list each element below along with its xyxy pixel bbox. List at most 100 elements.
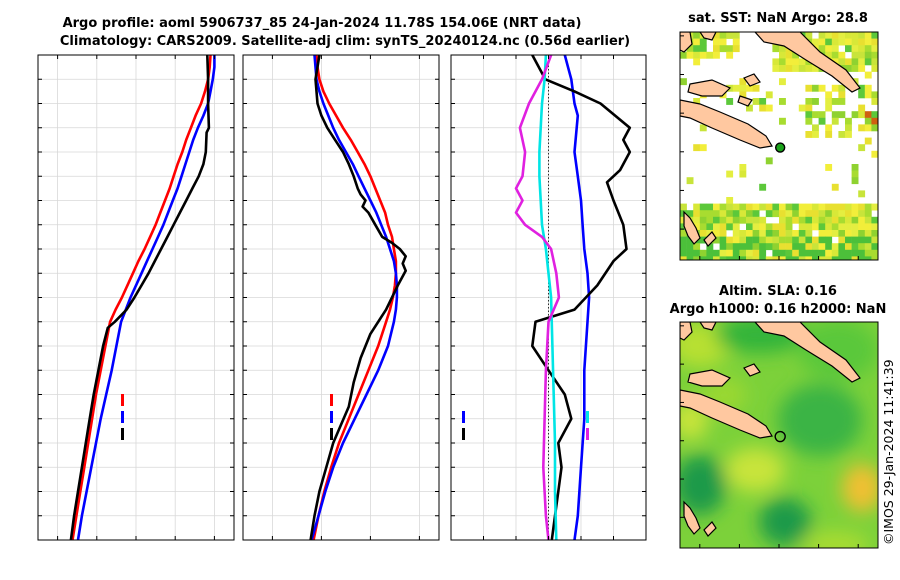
sst-cell xyxy=(851,111,859,119)
sst-cell xyxy=(765,236,773,244)
sst-cell xyxy=(699,38,707,46)
sst-cell xyxy=(785,216,793,224)
sst-cell xyxy=(812,249,819,257)
sst-cell xyxy=(871,124,878,132)
sst-cell xyxy=(851,164,859,171)
sst-cell xyxy=(858,243,866,251)
sst-cell xyxy=(858,124,866,132)
sst-cell xyxy=(838,243,846,251)
sst-cell xyxy=(858,216,866,224)
sst-cell xyxy=(752,223,760,231)
sst-cell xyxy=(871,117,878,125)
sst-cell xyxy=(871,111,878,119)
sst-cell xyxy=(812,243,819,251)
sst-cell xyxy=(858,256,866,260)
sst-cell xyxy=(818,45,826,53)
sst-cell xyxy=(752,230,760,237)
sst-cell xyxy=(845,58,852,66)
sst-cell xyxy=(680,256,687,260)
sst-cell xyxy=(772,223,780,231)
sst-cell xyxy=(726,223,734,231)
sst-cell xyxy=(831,256,839,260)
sst-cell xyxy=(779,51,786,59)
sst-cell xyxy=(831,38,839,46)
sst-cell xyxy=(779,117,786,125)
sst-cell xyxy=(825,45,833,53)
sst-cell xyxy=(726,249,734,257)
sst-cell xyxy=(779,210,786,218)
sst-cell xyxy=(792,236,800,244)
sla-map-title-line1: Altim. SLA: 0.16 xyxy=(719,284,837,299)
sst-cell xyxy=(759,236,767,244)
sst-cell xyxy=(864,236,872,244)
sst-cell xyxy=(831,243,839,251)
sst-cell xyxy=(831,230,839,237)
sst-cell xyxy=(739,236,747,244)
sst-cell xyxy=(845,210,852,218)
sst-cell xyxy=(838,58,846,66)
sst-cell xyxy=(746,216,753,224)
sst-cell xyxy=(838,210,846,218)
sst-cell xyxy=(838,84,846,92)
sst-cell xyxy=(818,216,826,224)
sst-cell xyxy=(739,84,747,92)
sla-map-title-line2: Argo h1000: 0.16 h2000: NaN xyxy=(670,302,887,317)
sst-cell xyxy=(752,256,760,260)
sst-cell xyxy=(812,98,819,105)
sst-cell xyxy=(792,249,800,257)
sst-cell xyxy=(680,223,687,231)
sst-cell xyxy=(726,170,734,178)
sst-cell xyxy=(812,38,819,46)
sst-cell xyxy=(812,216,819,224)
sst-cell xyxy=(706,51,714,59)
sst-cell xyxy=(739,216,747,224)
sst-cell xyxy=(746,230,753,237)
sst-cell xyxy=(871,243,878,251)
sst-cell xyxy=(831,216,839,224)
sst-cell xyxy=(864,216,872,224)
sst-cell xyxy=(838,236,846,244)
sst-cell xyxy=(858,249,866,257)
sst-cell xyxy=(680,51,687,59)
sst-cell xyxy=(851,256,859,260)
sst-cell xyxy=(845,230,852,237)
sst-cell xyxy=(785,230,793,237)
sst-cell xyxy=(713,51,720,59)
sst-cell xyxy=(713,32,720,39)
sst-cell xyxy=(726,32,734,39)
sst-cell xyxy=(864,230,872,237)
sst-cell xyxy=(792,216,800,224)
sst-cell xyxy=(779,203,786,211)
sst-cell xyxy=(871,65,878,72)
sst-cell xyxy=(713,210,720,218)
sst-cell xyxy=(812,124,819,132)
sst-cell xyxy=(845,38,852,46)
sst-cell xyxy=(851,223,859,231)
sst-cell xyxy=(706,256,714,260)
sst-cell xyxy=(772,58,780,66)
sst-cell xyxy=(871,38,878,46)
sst-cell xyxy=(805,216,813,224)
sst-cell xyxy=(699,249,707,257)
sst-cell xyxy=(765,230,773,237)
sst-cell xyxy=(838,256,846,260)
sst-cell xyxy=(805,230,813,237)
sst-cell xyxy=(805,203,813,211)
sst-cell xyxy=(732,210,740,218)
sst-cell xyxy=(831,249,839,257)
sst-cell xyxy=(871,51,878,59)
legend-swatch xyxy=(462,411,465,423)
sst-cell xyxy=(812,84,819,92)
sst-cell xyxy=(831,98,839,105)
sst-cell xyxy=(858,223,866,231)
sst-cell xyxy=(686,210,694,218)
sst-cell xyxy=(798,223,806,231)
sst-cell xyxy=(858,203,866,211)
sst-cell xyxy=(845,32,852,39)
sst-cell xyxy=(739,256,747,260)
sst-cell xyxy=(871,236,878,244)
sst-cell xyxy=(818,32,826,39)
sst-cell xyxy=(831,51,839,59)
sst-cell xyxy=(825,230,833,237)
